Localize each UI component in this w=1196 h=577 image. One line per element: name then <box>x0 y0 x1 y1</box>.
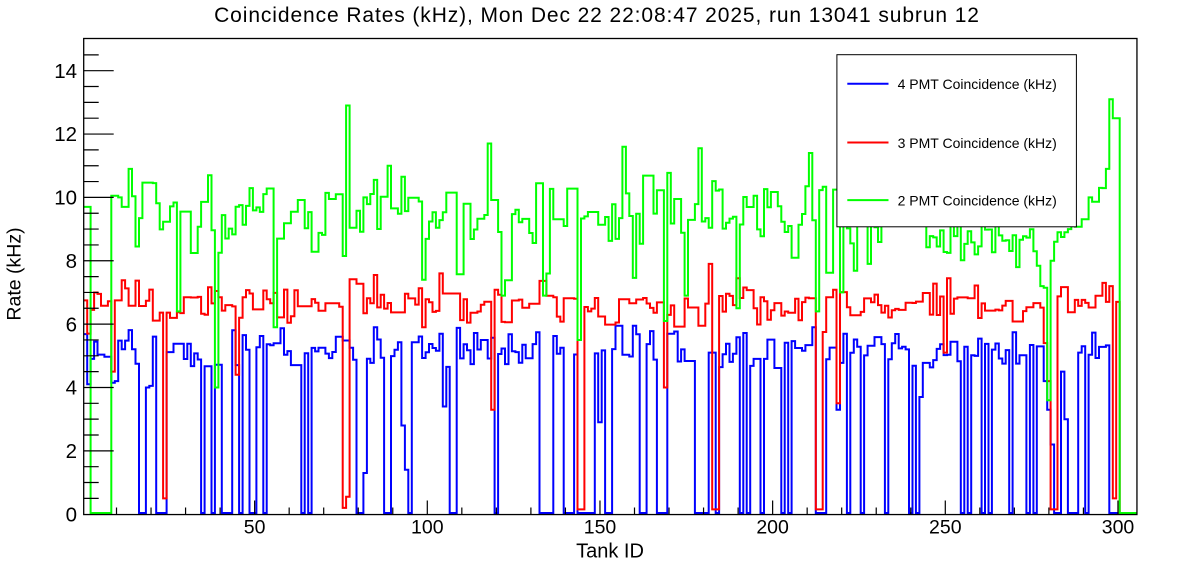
svg-text:2: 2 <box>66 440 77 463</box>
svg-text:300: 300 <box>1102 517 1135 539</box>
svg-text:100: 100 <box>411 517 444 539</box>
svg-text:200: 200 <box>756 517 789 539</box>
svg-text:Rate (kHz): Rate (kHz) <box>4 227 26 320</box>
svg-text:2 PMT Coincidence (kHz): 2 PMT Coincidence (kHz) <box>898 192 1057 208</box>
svg-text:4 PMT Coincidence (kHz): 4 PMT Coincidence (kHz) <box>898 76 1057 92</box>
svg-text:4: 4 <box>66 377 77 400</box>
svg-text:Coincidence Rates (kHz), Mon D: Coincidence Rates (kHz), Mon Dec 22 22:0… <box>214 4 980 27</box>
svg-text:8: 8 <box>66 250 77 273</box>
svg-text:12: 12 <box>54 123 77 146</box>
svg-text:250: 250 <box>929 517 962 539</box>
svg-text:50: 50 <box>244 517 266 539</box>
svg-text:14: 14 <box>54 60 77 83</box>
svg-text:6: 6 <box>66 313 77 336</box>
svg-text:Tank ID: Tank ID <box>576 541 644 563</box>
svg-text:10: 10 <box>54 187 77 210</box>
svg-text:3 PMT Coincidence (kHz): 3 PMT Coincidence (kHz) <box>898 135 1057 151</box>
svg-text:0: 0 <box>66 503 77 526</box>
svg-text:150: 150 <box>584 517 617 539</box>
